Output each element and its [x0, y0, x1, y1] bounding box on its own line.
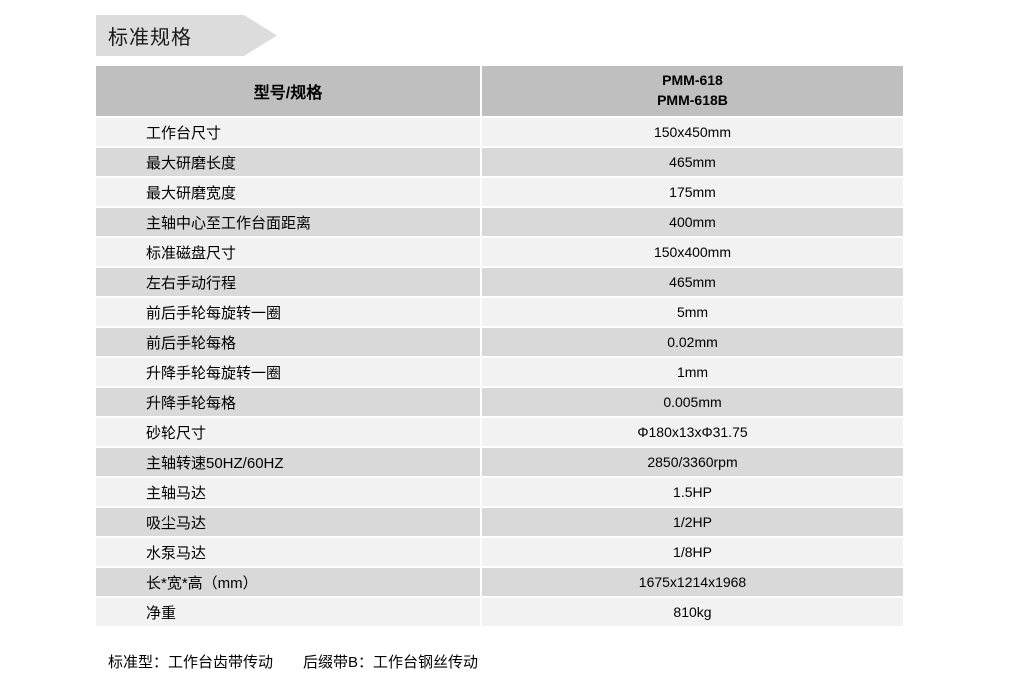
table-row: 升降手轮每旋转一圈 1mm	[96, 358, 903, 386]
spec-label: 砂轮尺寸	[96, 418, 480, 446]
table-row: 净重 810kg	[96, 598, 903, 626]
spec-value: 1.5HP	[482, 478, 903, 506]
footnote-standard-type: 标准型：工作台齿带传动	[108, 654, 274, 671]
footnote: 标准型：工作台齿带传动 后缀带B：工作台钢丝传动	[108, 651, 478, 672]
spec-label: 升降手轮每旋转一圈	[96, 358, 480, 386]
spec-label: 主轴中心至工作台面距离	[96, 208, 480, 236]
table-row: 左右手动行程 465mm	[96, 268, 903, 296]
spec-label: 最大研磨宽度	[96, 178, 480, 206]
col-header-model-label: 型号/规格	[96, 66, 480, 116]
spec-value: 150x450mm	[482, 118, 903, 146]
table-row: 标准磁盘尺寸 150x400mm	[96, 238, 903, 266]
table-row: 最大研磨长度 465mm	[96, 148, 903, 176]
spec-value: 400mm	[482, 208, 903, 236]
table-row: 水泵马达 1/8HP	[96, 538, 903, 566]
spec-value: Φ180x13xΦ31.75	[482, 418, 903, 446]
table-row: 砂轮尺寸 Φ180x13xΦ31.75	[96, 418, 903, 446]
table-row: 长*宽*高（mm） 1675x1214x1968	[96, 568, 903, 596]
table-row: 前后手轮每旋转一圈 5mm	[96, 298, 903, 326]
table-row: 工作台尺寸 150x450mm	[96, 118, 903, 146]
spec-value: 1mm	[482, 358, 903, 386]
col-header-model-values: PMM-618 PMM-618B	[482, 66, 903, 116]
table-row: 主轴马达 1.5HP	[96, 478, 903, 506]
spec-value: 1/8HP	[482, 538, 903, 566]
table-row: 吸尘马达 1/2HP	[96, 508, 903, 536]
spec-table: 型号/规格 PMM-618 PMM-618B 工作台尺寸 150x450mm 最大研…	[96, 66, 903, 626]
spec-value: 465mm	[482, 268, 903, 296]
spec-label: 吸尘马达	[96, 508, 480, 536]
spec-label: 主轴马达	[96, 478, 480, 506]
table-row: 前后手轮每格 0.02mm	[96, 328, 903, 356]
spec-label: 最大研磨长度	[96, 148, 480, 176]
spec-value: 5mm	[482, 298, 903, 326]
spec-value: 1/2HP	[482, 508, 903, 536]
model-name-line1: PMM-618	[662, 72, 723, 89]
footnote-suffix-b: 后缀带B：工作台钢丝传动	[303, 654, 479, 671]
section-title: 标准规格	[108, 27, 192, 49]
section-banner: 标准规格	[96, 15, 277, 56]
spec-value: 810kg	[482, 598, 903, 626]
spec-value: 0.005mm	[482, 388, 903, 416]
spec-value: 175mm	[482, 178, 903, 206]
spec-value: 1675x1214x1968	[482, 568, 903, 596]
table-row: 最大研磨宽度 175mm	[96, 178, 903, 206]
spec-label: 净重	[96, 598, 480, 626]
spec-label: 左右手动行程	[96, 268, 480, 296]
spec-label: 工作台尺寸	[96, 118, 480, 146]
spec-label: 升降手轮每格	[96, 388, 480, 416]
spec-label: 主轴转速50HZ/60HZ	[96, 448, 480, 476]
spec-value: 0.02mm	[482, 328, 903, 356]
spec-value: 2850/3360rpm	[482, 448, 903, 476]
model-name-line2: PMM-618B	[657, 92, 728, 108]
spec-value: 465mm	[482, 148, 903, 176]
table-row: 主轴转速50HZ/60HZ 2850/3360rpm	[96, 448, 903, 476]
table-header-row: 型号/规格 PMM-618 PMM-618B	[96, 66, 903, 116]
table-row: 升降手轮每格 0.005mm	[96, 388, 903, 416]
table-row: 主轴中心至工作台面距离 400mm	[96, 208, 903, 236]
spec-label: 前后手轮每旋转一圈	[96, 298, 480, 326]
table-body: 工作台尺寸 150x450mm 最大研磨长度 465mm 最大研磨宽度 175mm 主轴中心…	[96, 118, 903, 626]
spec-value: 150x400mm	[482, 238, 903, 266]
spec-label: 长*宽*高（mm）	[96, 568, 480, 596]
spec-label: 水泵马达	[96, 538, 480, 566]
spec-label: 标准磁盘尺寸	[96, 238, 480, 266]
spec-label: 前后手轮每格	[96, 328, 480, 356]
